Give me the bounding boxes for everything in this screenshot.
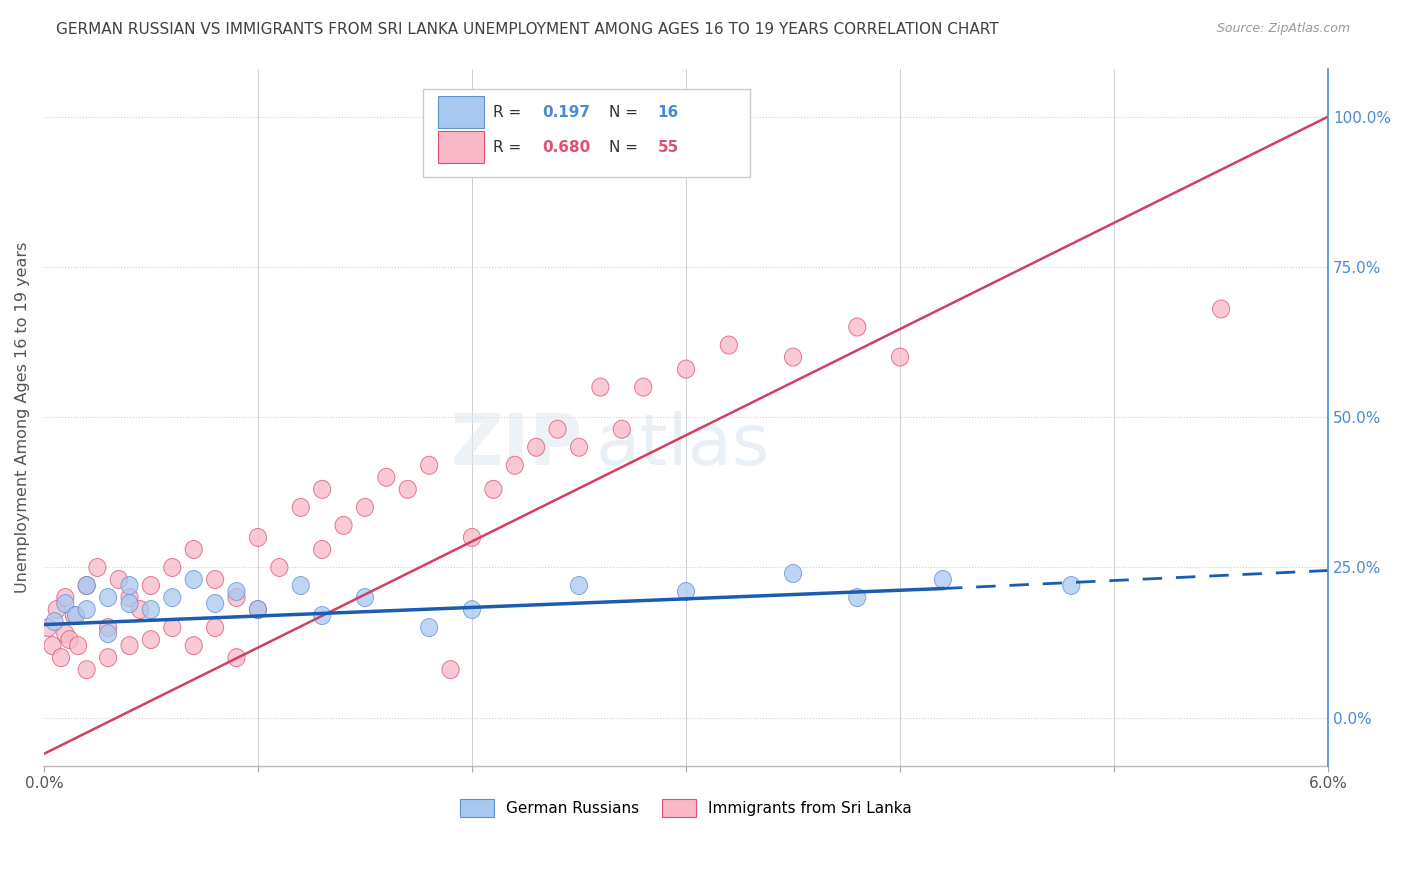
Ellipse shape [163, 618, 181, 637]
Ellipse shape [228, 589, 245, 607]
Ellipse shape [56, 595, 75, 613]
Ellipse shape [100, 618, 117, 637]
Ellipse shape [100, 624, 117, 642]
Ellipse shape [39, 618, 56, 637]
Ellipse shape [1063, 576, 1080, 595]
Text: 0.680: 0.680 [543, 140, 591, 155]
Ellipse shape [79, 576, 96, 595]
Ellipse shape [571, 576, 588, 595]
Ellipse shape [228, 648, 245, 666]
Text: N =: N = [609, 140, 643, 155]
Ellipse shape [249, 528, 267, 547]
Ellipse shape [207, 618, 224, 637]
Ellipse shape [79, 600, 96, 618]
Ellipse shape [110, 571, 128, 589]
Ellipse shape [571, 438, 588, 457]
Ellipse shape [292, 499, 309, 516]
Ellipse shape [142, 600, 159, 618]
Ellipse shape [142, 631, 159, 648]
Text: R =: R = [494, 140, 526, 155]
Text: 16: 16 [658, 105, 679, 120]
Ellipse shape [207, 571, 224, 589]
Text: 55: 55 [658, 140, 679, 155]
Ellipse shape [56, 589, 75, 607]
Ellipse shape [356, 589, 374, 607]
Ellipse shape [891, 348, 908, 366]
Ellipse shape [163, 589, 181, 607]
Ellipse shape [79, 661, 96, 679]
Ellipse shape [506, 457, 523, 475]
Ellipse shape [228, 582, 245, 600]
Ellipse shape [378, 468, 395, 486]
Ellipse shape [56, 624, 75, 642]
Text: 0.197: 0.197 [543, 105, 591, 120]
Ellipse shape [271, 558, 288, 576]
Ellipse shape [163, 558, 181, 576]
Ellipse shape [314, 607, 330, 624]
Ellipse shape [100, 589, 117, 607]
Ellipse shape [785, 565, 801, 582]
Ellipse shape [548, 420, 567, 438]
Ellipse shape [485, 480, 502, 499]
Ellipse shape [100, 648, 117, 666]
Ellipse shape [356, 499, 374, 516]
Ellipse shape [634, 378, 652, 396]
Text: R =: R = [494, 105, 526, 120]
Ellipse shape [186, 637, 202, 655]
Ellipse shape [849, 589, 866, 607]
Ellipse shape [249, 600, 267, 618]
Ellipse shape [720, 336, 737, 354]
Ellipse shape [441, 661, 460, 679]
Ellipse shape [60, 631, 79, 648]
Ellipse shape [849, 318, 866, 336]
Ellipse shape [142, 576, 159, 595]
Ellipse shape [935, 571, 952, 589]
Ellipse shape [314, 480, 330, 499]
Text: N =: N = [609, 105, 643, 120]
Ellipse shape [464, 600, 481, 618]
FancyBboxPatch shape [423, 89, 751, 177]
FancyBboxPatch shape [439, 131, 485, 163]
Ellipse shape [121, 637, 138, 655]
Text: atlas: atlas [596, 410, 770, 480]
Ellipse shape [46, 613, 63, 631]
Ellipse shape [292, 576, 309, 595]
Ellipse shape [79, 576, 96, 595]
Text: Source: ZipAtlas.com: Source: ZipAtlas.com [1216, 22, 1350, 36]
Ellipse shape [420, 618, 437, 637]
Legend: German Russians, Immigrants from Sri Lanka: German Russians, Immigrants from Sri Lan… [453, 791, 920, 824]
Ellipse shape [44, 637, 60, 655]
Ellipse shape [527, 438, 544, 457]
Ellipse shape [186, 541, 202, 558]
Ellipse shape [67, 607, 84, 624]
Ellipse shape [420, 457, 437, 475]
Ellipse shape [186, 571, 202, 589]
Ellipse shape [399, 480, 416, 499]
Ellipse shape [464, 528, 481, 547]
Ellipse shape [65, 607, 83, 624]
Text: GERMAN RUSSIAN VS IMMIGRANTS FROM SRI LANKA UNEMPLOYMENT AMONG AGES 16 TO 19 YEA: GERMAN RUSSIAN VS IMMIGRANTS FROM SRI LA… [56, 22, 998, 37]
Ellipse shape [613, 420, 630, 438]
Ellipse shape [249, 600, 267, 618]
Ellipse shape [121, 595, 138, 613]
Ellipse shape [69, 637, 87, 655]
Ellipse shape [678, 582, 695, 600]
Ellipse shape [132, 600, 149, 618]
FancyBboxPatch shape [439, 96, 485, 128]
Ellipse shape [121, 589, 138, 607]
Y-axis label: Unemployment Among Ages 16 to 19 years: Unemployment Among Ages 16 to 19 years [15, 242, 30, 593]
Ellipse shape [1212, 300, 1230, 318]
Ellipse shape [678, 360, 695, 378]
Text: ZIP: ZIP [451, 410, 583, 480]
Ellipse shape [785, 348, 801, 366]
Ellipse shape [48, 600, 65, 618]
Ellipse shape [335, 516, 352, 534]
Ellipse shape [207, 595, 224, 613]
Ellipse shape [89, 558, 105, 576]
Ellipse shape [121, 576, 138, 595]
Ellipse shape [52, 648, 69, 666]
Ellipse shape [592, 378, 609, 396]
Ellipse shape [314, 541, 330, 558]
